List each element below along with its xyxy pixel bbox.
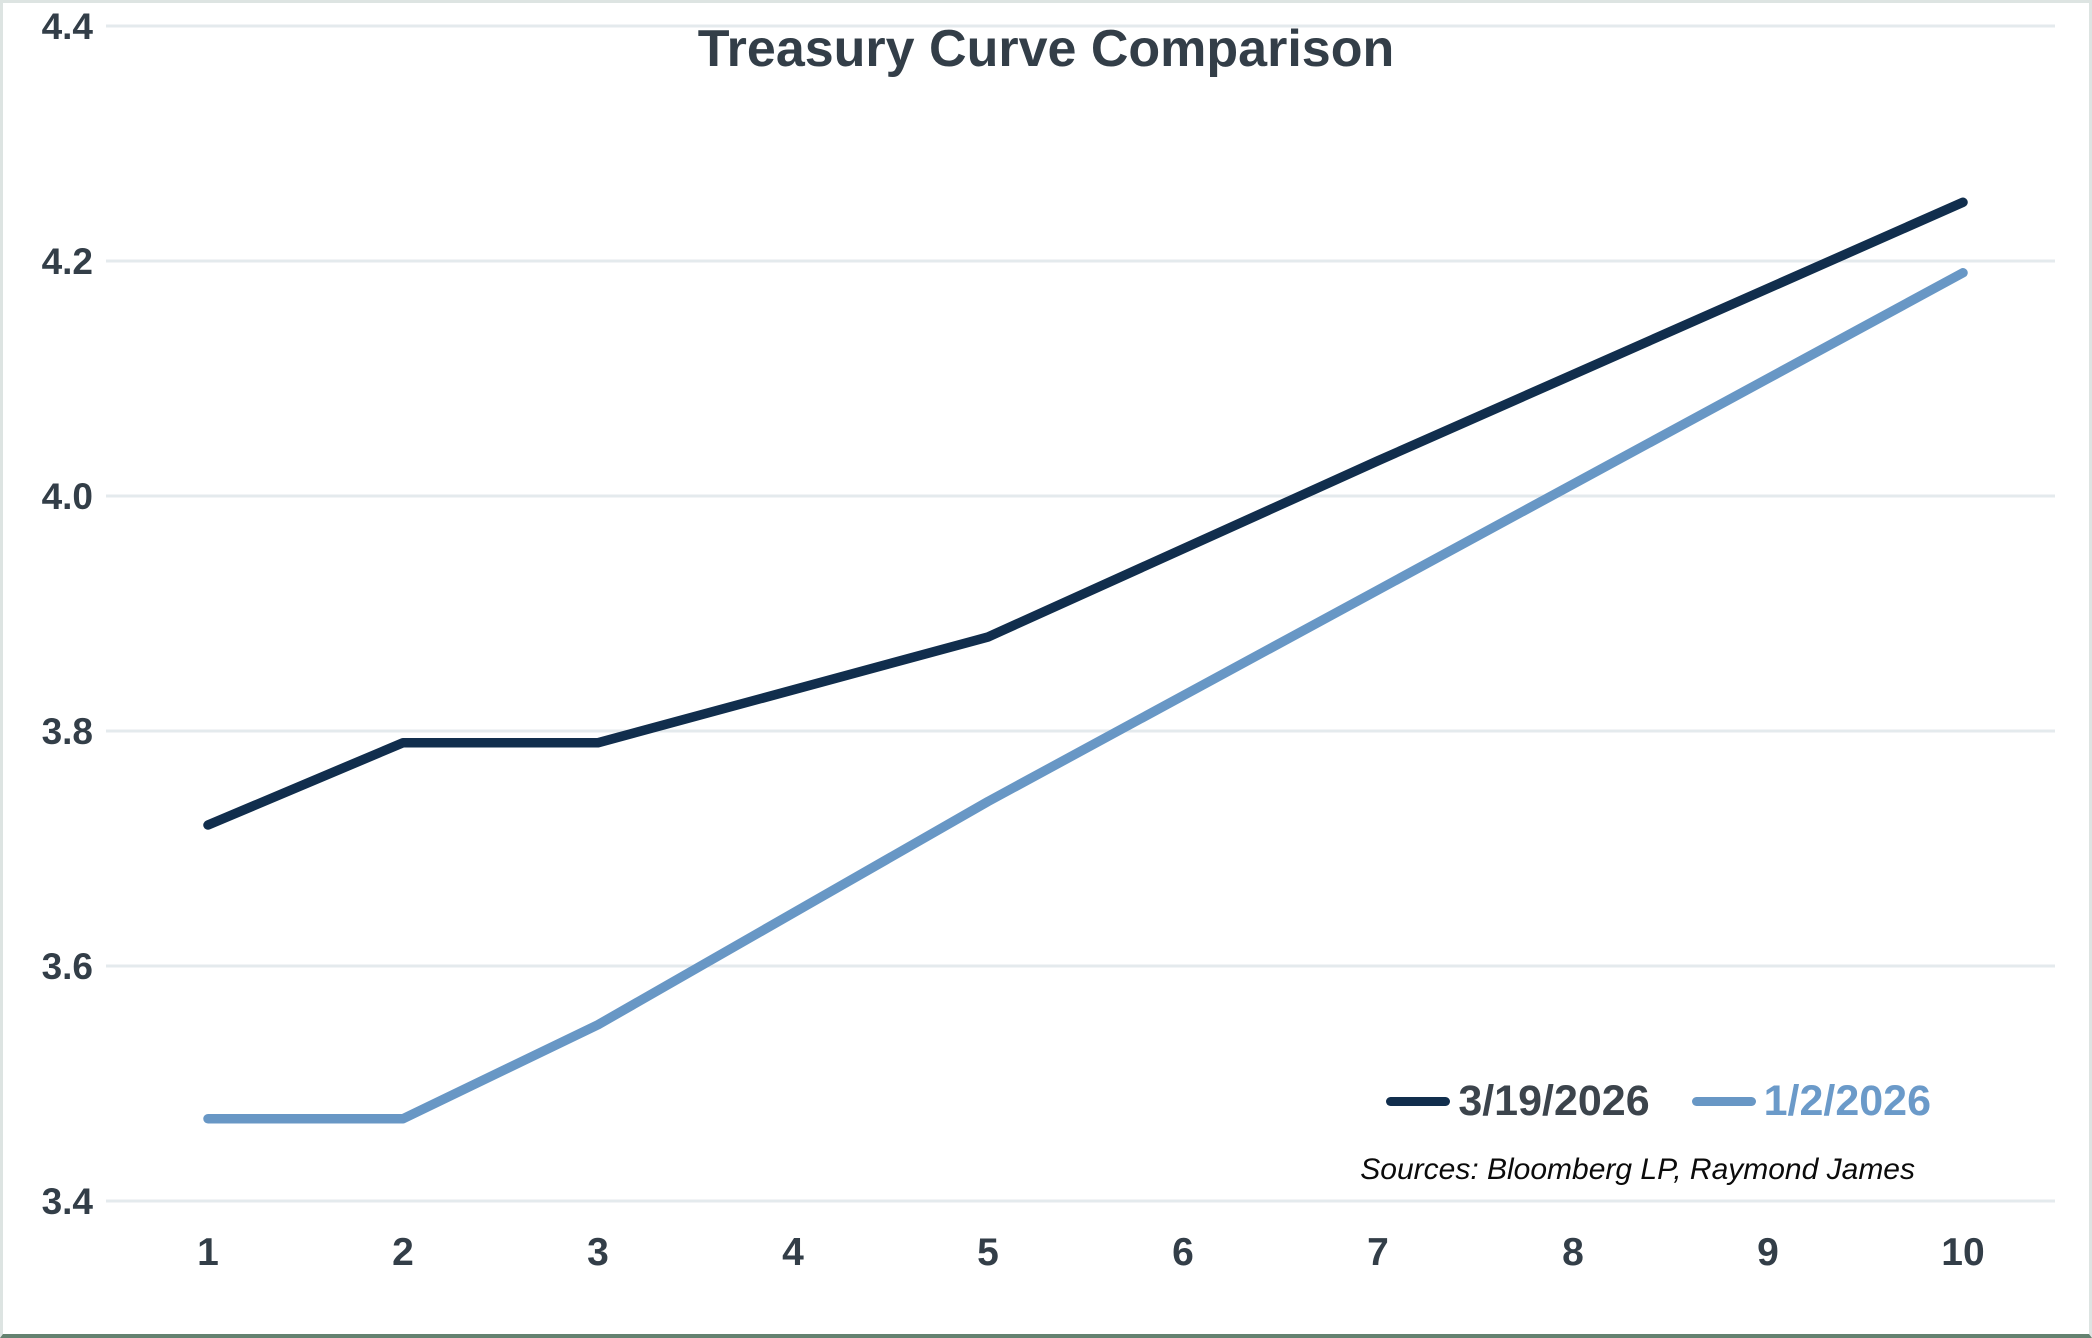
x-tick-label: 3: [587, 1231, 609, 1274]
x-tick-label: 10: [1941, 1231, 1984, 1274]
gridlines: [106, 24, 2055, 1203]
source-note: Sources: Bloomberg LP, Raymond James: [1360, 1153, 1915, 1186]
y-tick-label: 3.4: [42, 1181, 94, 1222]
x-tick-label: 8: [1562, 1231, 1584, 1274]
x-tick-label: 7: [1367, 1231, 1389, 1274]
legend-label-series-2: 1/2/2026: [1763, 1077, 1931, 1125]
y-tick-label: 4.4: [42, 6, 94, 47]
legend-item-series-1: 3/19/2026: [1386, 1077, 1650, 1126]
legend-line-swatch-series-1: [1386, 1097, 1451, 1106]
y-axis-tick-labels: 3.4 3.6 3.8 4.0 4.2 4.4: [42, 6, 94, 1222]
y-tick-label: 4.2: [42, 241, 93, 282]
x-tick-label: 5: [977, 1231, 999, 1274]
y-tick-label: 3.8: [42, 711, 93, 752]
series-lines: [203, 197, 1968, 1124]
plot-area: 3.4 3.6 3.8 4.0 4.2 4.4 1 2 3 4 5 6 7 8 9 10: [42, 6, 2055, 1274]
x-tick-label: 2: [392, 1231, 414, 1274]
legend-item-series-2: 1/2/2026: [1691, 1077, 1931, 1126]
series-line-2: [203, 268, 1968, 1124]
x-axis-tick-labels: 1 2 3 4 5 6 7 8 9 10: [197, 1231, 1985, 1274]
x-tick-label: 9: [1757, 1231, 1779, 1274]
legend: 3/19/2026 1/2/2026: [1386, 1077, 1931, 1126]
x-tick-label: 4: [782, 1231, 804, 1274]
legend-label-series-1: 3/19/2026: [1458, 1077, 1650, 1125]
y-tick-label: 4.0: [42, 476, 93, 517]
chart-title: Treasury Curve Comparison: [697, 20, 1395, 78]
series-line-1: [203, 197, 1968, 830]
legend-line-swatch-series-2: [1691, 1097, 1756, 1106]
x-tick-label: 1: [197, 1231, 219, 1274]
x-tick-label: 6: [1172, 1231, 1194, 1274]
y-tick-label: 3.6: [42, 946, 93, 987]
